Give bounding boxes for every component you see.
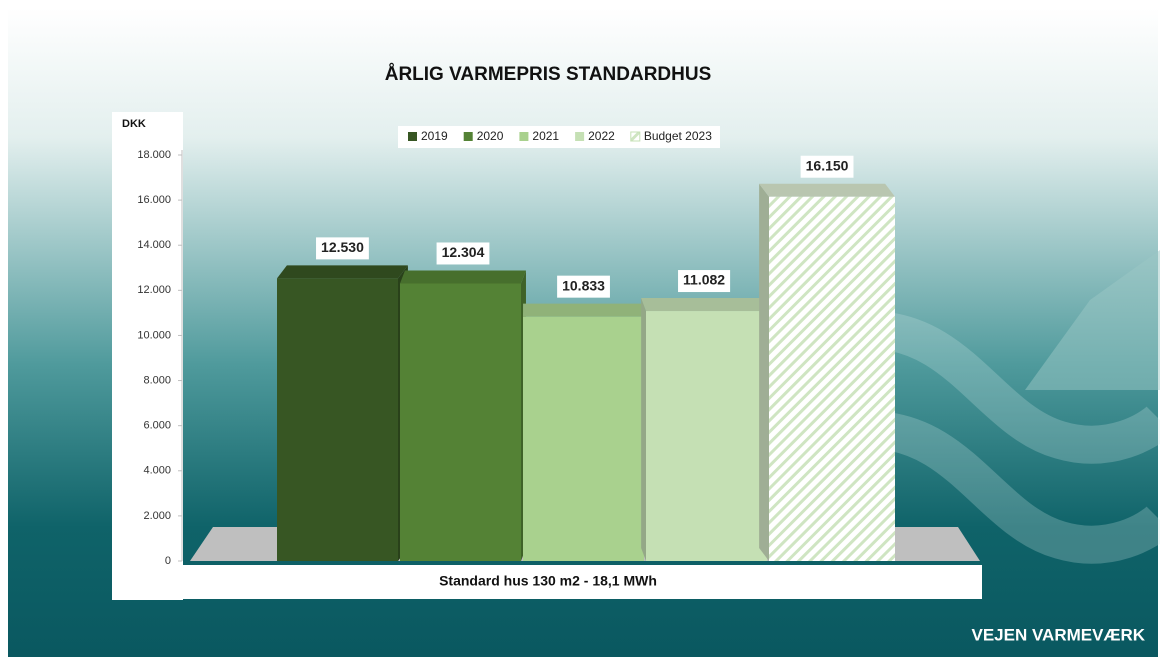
data-label: 11.082: [683, 272, 725, 288]
data-label-box: [557, 275, 610, 298]
data-label-box: [316, 237, 369, 260]
legend-swatch: [463, 132, 473, 141]
data-label-box: [800, 155, 854, 178]
y-tick-label: 14.000: [137, 239, 171, 251]
bar: [769, 196, 895, 561]
data-label-box: [678, 270, 731, 293]
y-tick-label: 10.000: [137, 329, 171, 341]
y-tick-label: 0: [165, 555, 171, 567]
legend-swatch: [630, 131, 641, 142]
decoration: [869, 311, 1160, 564]
chart-title: ÅRLIG VARMEPRIS STANDARDHUS: [385, 64, 712, 85]
bar-side: [759, 183, 769, 561]
y-axis-label: DKK: [122, 118, 146, 130]
y-tick-label: 6.000: [143, 420, 171, 432]
legend-swatch: [575, 132, 585, 141]
legend-swatch: [408, 132, 417, 141]
bar-top: [641, 298, 767, 312]
bar-top: [400, 270, 526, 284]
bar: [523, 316, 644, 561]
data-label: 12.530: [321, 239, 364, 255]
legend-label: Budget 2023: [644, 129, 712, 143]
y-tick-label: 8.000: [143, 374, 171, 386]
data-label: 16.150: [806, 157, 849, 173]
legend-label: 2022: [588, 129, 615, 143]
legend-label: 2019: [421, 129, 448, 143]
bar: [646, 311, 767, 561]
data-label-box: [436, 242, 490, 265]
bar-side: [641, 298, 646, 561]
bar-top: [277, 265, 408, 279]
y-tick-label: 18.000: [137, 149, 171, 161]
data-label: 12.304: [442, 244, 485, 260]
category-panel: [112, 565, 982, 599]
axis-panel: [112, 112, 183, 600]
y-tick-label: 16.000: [137, 194, 171, 206]
logo: VEJEN VARMEVÆRK: [972, 625, 1146, 644]
legend-label: 2020: [477, 129, 504, 143]
bar: [277, 278, 398, 561]
y-tick-label: 12.000: [137, 284, 171, 296]
decoration: [1025, 250, 1160, 390]
bar-top: [759, 183, 895, 197]
y-tick-label: 4.000: [143, 465, 171, 477]
bar: [400, 283, 521, 561]
legend-swatch: [519, 132, 529, 141]
legend-label: 2021: [532, 129, 559, 143]
y-tick-label: 2.000: [143, 510, 171, 522]
bar-top: [523, 303, 645, 317]
x-tick-label: Standard hus 130 m2 - 18,1 MWh: [439, 573, 657, 589]
data-label: 10.833: [562, 277, 605, 293]
